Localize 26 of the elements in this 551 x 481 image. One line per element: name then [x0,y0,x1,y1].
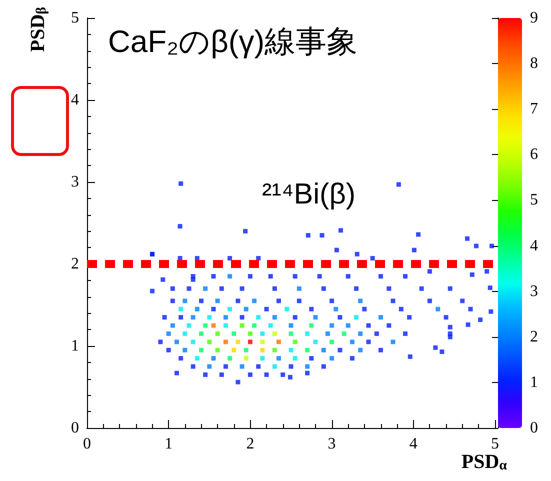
x-tick-label: 4 [409,436,418,452]
x-tick-label: 0 [83,436,91,452]
y-tick-label: 1 [71,338,79,354]
color-bar-label: 0 [530,420,538,436]
y-tick-label: 5 [71,10,79,26]
color-bar-label: 9 [530,10,538,26]
y-tick-label: 0 [71,420,79,436]
annotation: ²¹⁴Bi(β) [262,178,356,210]
color-bar-label: 7 [530,100,538,118]
color-bar-label: 1 [530,374,538,391]
color-bar-label: 8 [530,55,538,72]
color-bar-label: 6 [530,146,538,164]
x-tick-label: 3 [328,436,336,452]
y-tick-label: 3 [71,174,79,190]
color-bar-label: 5 [530,192,538,209]
color-bar-label: 2 [530,328,538,346]
x-axis-title: PSDα [461,451,508,474]
x-tick-label: 5 [491,436,499,452]
y-tick-label: 2 [71,256,79,272]
y-tick-label: 4 [71,92,79,108]
y-axis-title: PSDβ [27,6,50,52]
color-bar-label: 3 [530,282,538,300]
x-tick-label: 1 [164,436,173,452]
x-tick-label: 2 [246,436,254,452]
color-bar-label: 4 [530,237,538,254]
chart-title: CaF₂のβ(γ)線事象 [108,24,358,59]
